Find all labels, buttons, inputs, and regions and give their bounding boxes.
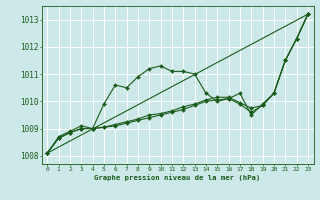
X-axis label: Graphe pression niveau de la mer (hPa): Graphe pression niveau de la mer (hPa) [94, 174, 261, 181]
